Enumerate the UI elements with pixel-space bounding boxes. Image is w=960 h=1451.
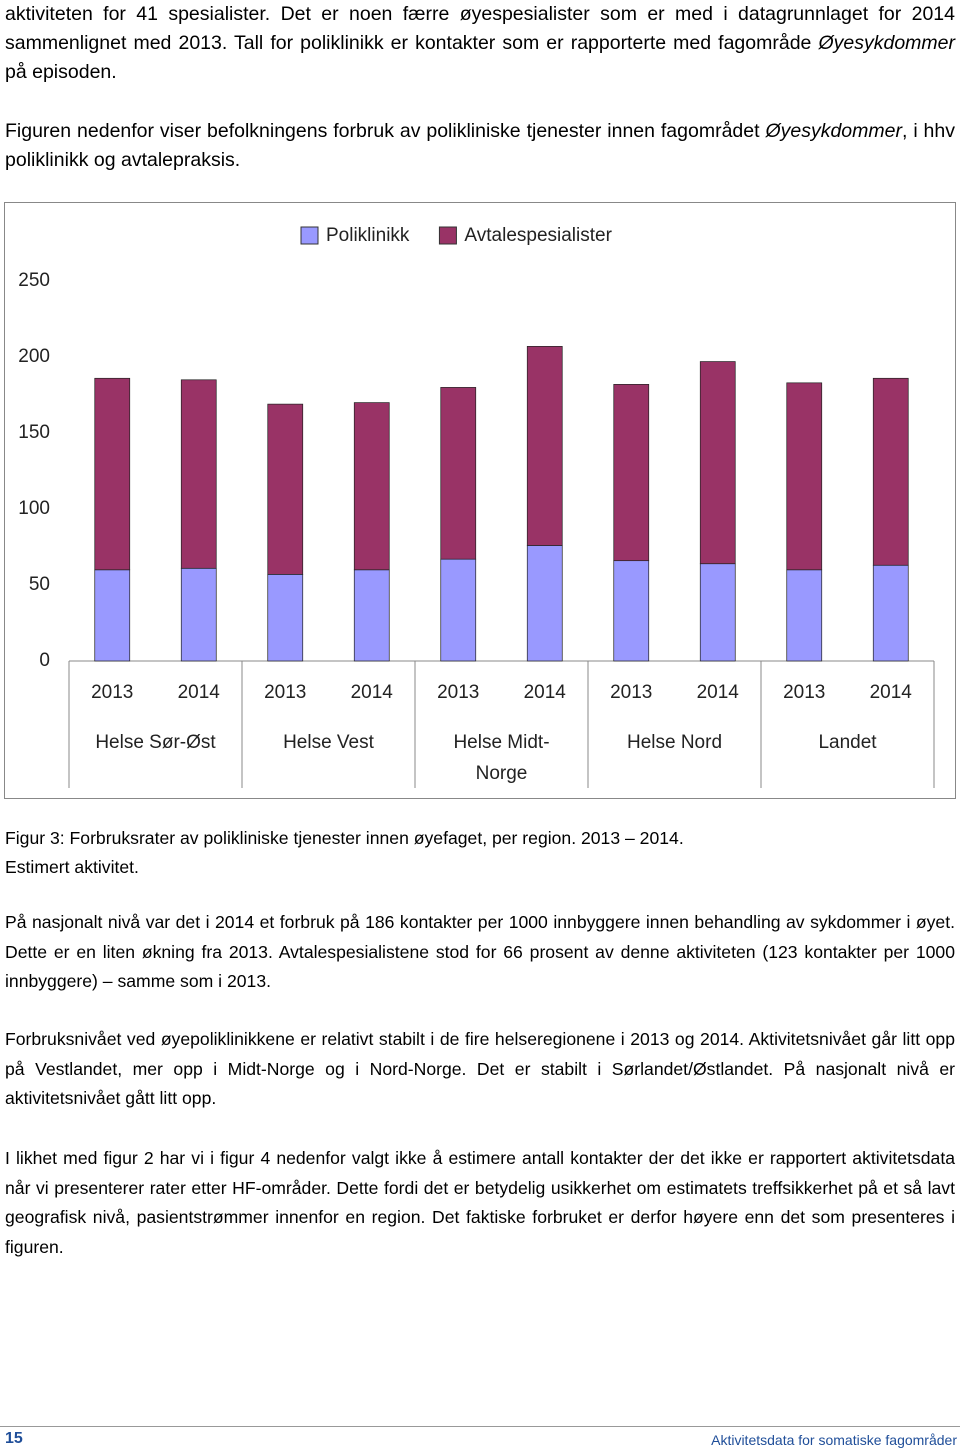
group-label-box: Helse Nord [626,732,723,753]
emphasis: Øyesykdommer [818,32,955,54]
group-label-box: Helse Midt-Norge [453,732,550,784]
bar-segment [180,567,217,662]
bar-segment [353,402,390,571]
x-tick-label: 2014 [351,682,394,703]
x-tick-label: 2013 [783,682,825,703]
group-label: Helse Nord [626,732,723,753]
bar-segment [526,346,563,546]
y-tick-label: 0 [39,650,50,671]
y-tick-label: 50 [29,574,50,595]
y-tick-label: 150 [18,422,50,443]
group-label-box: Helse Sør-Øst [95,732,216,753]
bar-segment [353,569,390,662]
x-tick-label: 2013 [437,682,479,703]
x-tick-label: 2014 [178,682,221,703]
chart: 0 50 100 150 200 250 Poliklinikk Avtalespesiali… [4,202,956,799]
bar-segment [786,382,823,571]
bar-segment [94,377,131,571]
footer-rule [0,1426,960,1427]
bar-segment [872,564,909,662]
text-run: på episoden. [5,61,117,83]
group-label-box: Helse Vest [283,732,374,753]
y-tick-label: 250 [18,270,50,291]
emphasis: Øyesykdommer [765,120,902,142]
legend-swatch [438,226,457,245]
group-label: Helse Vest [283,732,374,753]
bar-segment [786,569,823,662]
bar-segment [267,574,304,662]
bar-segment [94,569,131,662]
x-tick-label: 2013 [91,682,133,703]
caption-line: Figur 3: Forbruksrater av polikliniske t… [5,828,684,848]
x-tick-label: 2014 [524,682,567,703]
x-tick-label: 2013 [610,682,652,703]
text-run: aktiviteten for 41 spesialister. Det er … [5,3,955,54]
text-run: , i hhv poliklinikk og avtalepraksis. [5,120,955,171]
legend-label: Avtalespesialister [464,225,612,246]
text-run: Figuren nedenfor viser befolkningens for… [5,120,766,142]
bar-segment [180,379,217,569]
group-label: Landet [818,732,877,753]
legend-swatch [300,226,319,245]
paragraph: På nasjonalt nivå var det i 2014 et forb… [5,912,955,991]
bar-segment [613,560,650,662]
caption-line: Estimert aktivitet. [5,857,139,877]
bar-segment [526,545,563,662]
bar-segment [872,377,909,566]
paragraph: I likhet med figur 2 har vi i figur 4 ne… [5,1148,955,1257]
bar-segment [613,384,650,562]
paragraph: Figuren nedenfor viser befolkningens for… [5,117,955,175]
bar-segment [267,403,304,575]
bar-segment [440,387,477,560]
x-tick-label: 2014 [870,682,913,703]
paragraph: Forbruksnivået ved øyepoliklinikkene er … [5,1029,955,1108]
group-label-box: Landet [818,732,877,753]
page-number: 15 [5,1430,23,1447]
x-tick-label: 2013 [264,682,306,703]
footer-title: Aktivitetsdata for somatiske fagområder [711,1432,957,1448]
group-label: Helse Midt-Norge [453,732,550,784]
bar-segment [699,361,736,565]
paragraph: aktiviteten for 41 spesialister. Det er … [5,0,955,87]
legend-label: Poliklinikk [326,225,410,246]
group-label: Helse Sør-Øst [95,732,216,753]
bar-segment [699,563,736,662]
y-tick-label: 100 [18,498,50,519]
y-tick-label: 200 [18,346,50,367]
x-tick-label: 2014 [697,682,740,703]
bar-segment [440,558,477,662]
